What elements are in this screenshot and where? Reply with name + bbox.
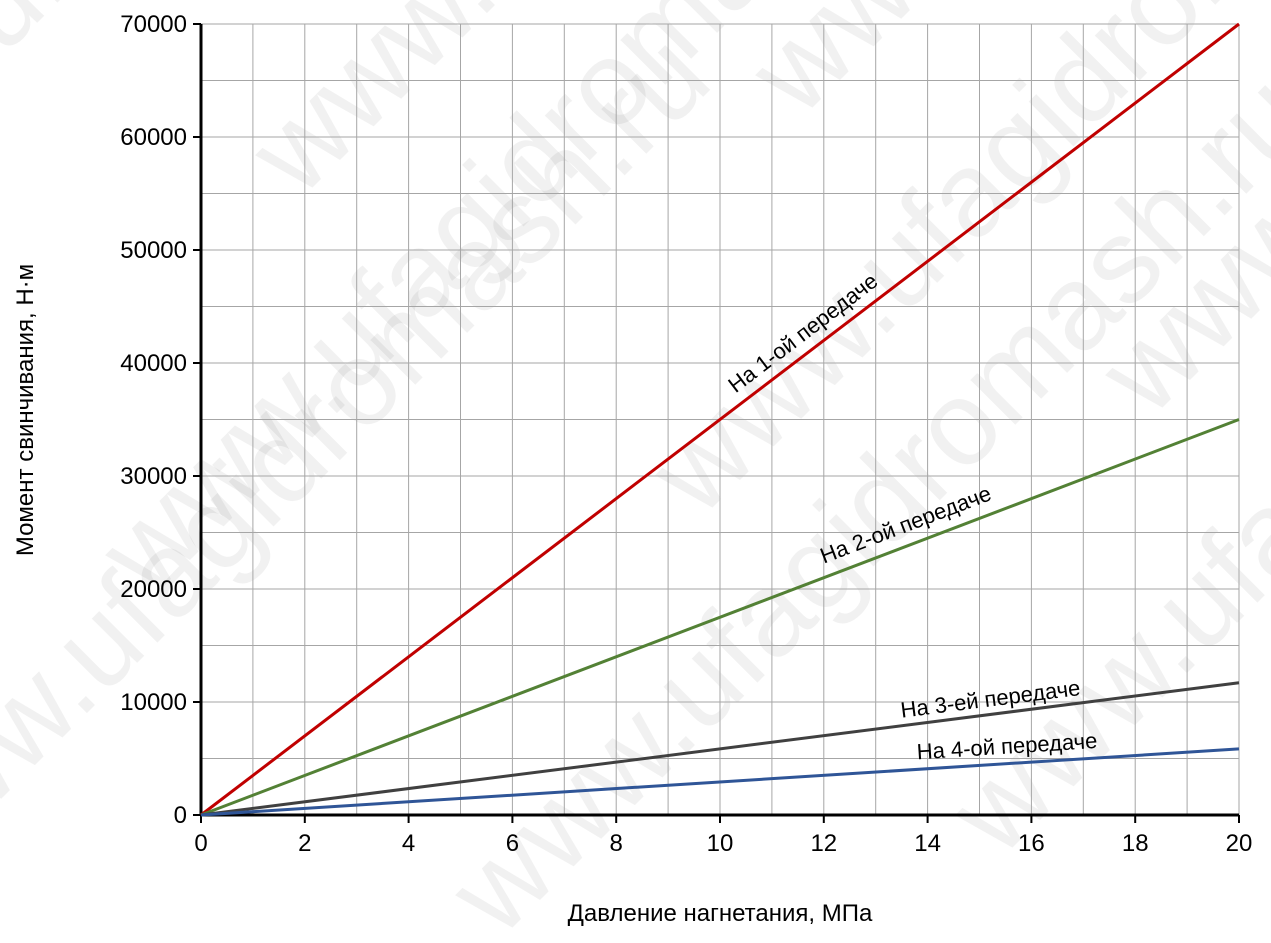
y-tick-label: 10000	[120, 689, 187, 716]
y-tick-label: 20000	[120, 576, 187, 603]
y-tick-label: 70000	[120, 11, 187, 38]
series-lines	[200, 22, 1240, 817]
y-tick-label: 40000	[120, 350, 187, 377]
axes	[193, 23, 1240, 823]
x-tick-label: 12	[810, 830, 837, 857]
y-tick-label: 30000	[120, 463, 187, 490]
x-tick-label: 4	[402, 830, 415, 857]
x-tick-label: 6	[506, 830, 519, 857]
x-tick-label: 14	[914, 830, 941, 857]
y-tick-labels: 0 10000 20000 30000 40000 50000 60000 70000	[120, 11, 187, 829]
y-tick-label: 0	[174, 802, 187, 829]
y-tick-label: 60000	[120, 124, 187, 151]
series-line	[200, 681, 1240, 817]
series-line	[200, 747, 1240, 817]
x-tick-label: 20	[1226, 830, 1253, 857]
x-tick-label: 0	[194, 830, 207, 857]
y-tick-label: 50000	[120, 237, 187, 264]
x-tick-label: 18	[1122, 830, 1149, 857]
x-axis-title: Давление нагнетания, МПа	[568, 900, 873, 927]
series-line	[200, 418, 1240, 817]
x-tick-labels: 0 2 4 6 8 10 12 14 16 18 20	[194, 830, 1252, 857]
x-tick-label: 8	[610, 830, 623, 857]
series-line	[200, 22, 1240, 817]
x-tick-label: 2	[298, 830, 311, 857]
x-tick-label: 16	[1018, 830, 1045, 857]
x-tick-label: 10	[707, 830, 734, 857]
y-axis-title: Момент свинчивания, Н·м	[12, 264, 39, 556]
